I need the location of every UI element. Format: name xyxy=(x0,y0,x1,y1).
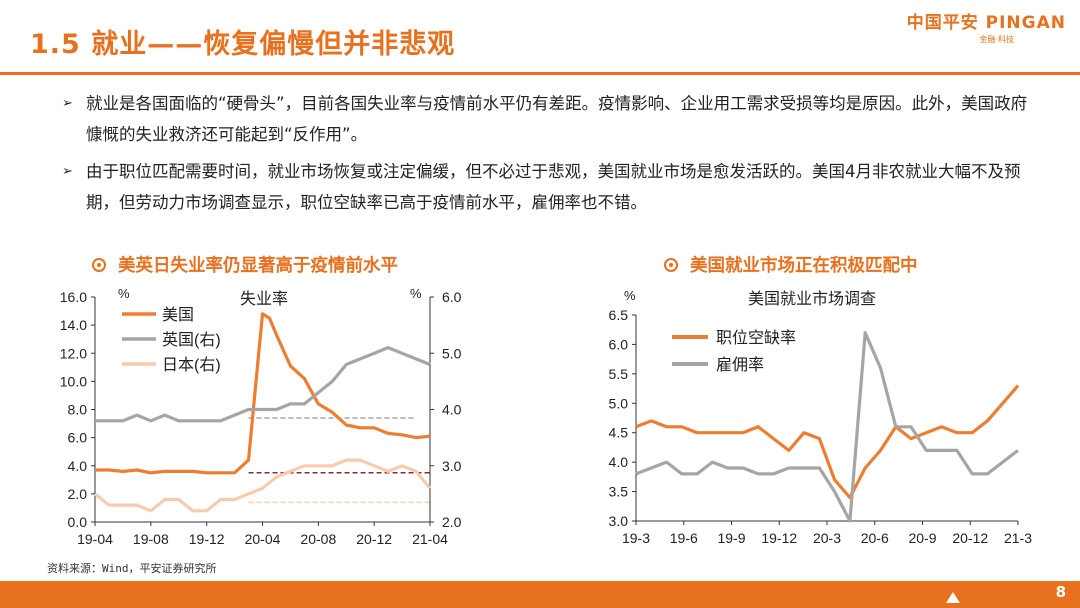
series-line-us xyxy=(95,312,431,475)
unemployment-chart: 0.0 2.0 4.0 6.0 8.0 10.0 12.0 14.0 16.0 2.0 3.0 4.0… xyxy=(60,286,462,547)
arrow-bullet-icon: ➢ xyxy=(62,96,73,111)
y-axis-unit: % xyxy=(118,286,130,301)
left-heading-text: 美英日失业率仍显著高于疫情前水平 xyxy=(118,256,398,276)
legend-label: 日本(右) xyxy=(162,356,221,374)
bullet-item: ➢ 由于职位匹配需要时间，就业市场恢复或注定偏缓，但不必过于悲观，美国就业市场是… xyxy=(62,156,1037,218)
legend-label: 职位空缺率 xyxy=(716,329,796,347)
chart-title: 失业率 xyxy=(240,290,288,308)
right-chart-heading: 美国就业市场正在积极匹配中 xyxy=(664,252,918,277)
page-number: 8 xyxy=(1055,583,1066,601)
x-tick-label: 19-12 xyxy=(189,531,225,547)
target-icon xyxy=(92,257,106,272)
x-tick-label: 19-6 xyxy=(670,530,698,546)
x-tick-label: 20-04 xyxy=(245,531,281,547)
y-tick-label: 14.0 xyxy=(60,317,87,333)
x-tick-label: 19-3 xyxy=(622,530,650,546)
x-tick-label: 20-3 xyxy=(813,530,841,546)
x-tick-label: 20-12 xyxy=(356,531,392,547)
y-tick-label: 4.0 xyxy=(68,458,88,474)
source-note: 资料来源：Wind，平安证券研究所 xyxy=(47,562,217,575)
left-chart-heading: 美英日失业率仍显著高于疫情前水平 xyxy=(92,252,398,277)
target-icon xyxy=(664,257,678,272)
legend-label: 雇佣率 xyxy=(716,356,764,374)
y-tick-label: 10.0 xyxy=(60,373,87,389)
x-tick-label: 21-04 xyxy=(412,531,448,547)
y2-tick-label: 4.0 xyxy=(442,402,462,418)
x-tick-label: 19-12 xyxy=(761,530,797,546)
arrow-bullet-icon: ➢ xyxy=(62,164,73,179)
y-tick-label: 0.0 xyxy=(68,514,88,530)
y-axis-unit: % xyxy=(624,288,636,303)
job-market-chart: 3.0 3.5 4.0 4.5 5.0 5.5 6.0 6.5 19-3 19-6 19-9 19-1… xyxy=(609,288,1033,546)
series-line-uk xyxy=(95,345,431,423)
x-tick-label: 19-9 xyxy=(717,530,745,546)
y2-tick-label: 2.0 xyxy=(442,514,462,530)
y-tick-label: 12.0 xyxy=(60,345,87,361)
page-title: 1.5 就业——恢复偏慢但并非悲观 xyxy=(30,29,456,60)
bullet-item: ➢ 就业是各国面临的“硬骨头”，目前各国失业率与疫情前水平仍有差距。疫情影响、企… xyxy=(62,88,1037,150)
y-tick-label: 2.0 xyxy=(68,486,88,502)
y2-tick-label: 3.0 xyxy=(442,458,462,474)
legend-label: 美国 xyxy=(162,306,194,324)
x-tick-label: 20-12 xyxy=(952,530,988,546)
y-tick-label: 6.0 xyxy=(68,430,88,446)
y-tick-label: 16.0 xyxy=(60,289,87,305)
bullet-text: 就业是各国面临的“硬骨头”，目前各国失业率与疫情前水平仍有差距。疫情影响、企业用… xyxy=(86,94,1028,144)
y-tick-label: 3.5 xyxy=(609,484,629,500)
y2-axis-unit: % xyxy=(410,286,422,301)
bullet-list: ➢ 就业是各国面临的“硬骨头”，目前各国失业率与疫情前水平仍有差距。疫情影响、企… xyxy=(62,88,1037,224)
series-line-job-openings xyxy=(635,384,1020,500)
y-tick-label: 4.5 xyxy=(609,425,629,441)
logo-text: 中国平安 PINGAN xyxy=(906,13,1066,33)
legend-label: 英国(右) xyxy=(162,331,221,349)
y2-tick-label: 5.0 xyxy=(442,345,462,361)
x-tick-label: 19-08 xyxy=(133,531,169,547)
y-tick-label: 4.0 xyxy=(609,454,629,470)
right-heading-text: 美国就业市场正在积极匹配中 xyxy=(690,256,918,276)
x-tick-label: 21-3 xyxy=(1004,530,1032,546)
bullet-text: 由于职位匹配需要时间，就业市场恢复或注定偏缓，但不必过于悲观，美国就业市场是愈发… xyxy=(86,162,1021,212)
logo-subtext: 金融·科技 xyxy=(979,35,1014,44)
x-tick-label: 20-08 xyxy=(300,531,336,547)
series-line-hires xyxy=(635,331,1019,523)
x-tick-label: 20-9 xyxy=(908,530,936,546)
series-line-jp xyxy=(94,458,432,513)
y2-tick-label: 6.0 xyxy=(442,289,462,305)
pingan-logo: 中国平安 PINGAN 金融·科技 xyxy=(907,8,1066,45)
y-tick-label: 5.5 xyxy=(609,366,629,382)
x-tick-label: 19-04 xyxy=(77,531,113,547)
y-tick-label: 6.0 xyxy=(609,336,629,352)
y-tick-label: 3.0 xyxy=(609,513,629,529)
y-tick-label: 6.5 xyxy=(609,307,629,323)
footer-logo-icon xyxy=(946,592,960,603)
x-tick-label: 20-6 xyxy=(861,530,889,546)
chart-title: 美国就业市场调查 xyxy=(748,290,876,308)
title-divider xyxy=(0,72,1080,75)
footer-bar xyxy=(0,581,1080,608)
y-tick-label: 8.0 xyxy=(68,402,88,418)
y-tick-label: 5.0 xyxy=(609,395,629,411)
